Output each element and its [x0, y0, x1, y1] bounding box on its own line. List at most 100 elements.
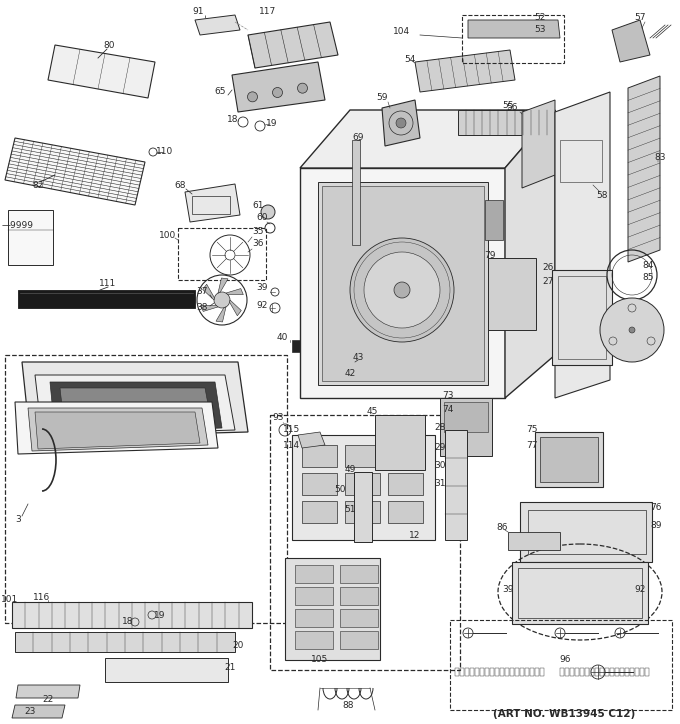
- Text: 91: 91: [192, 7, 204, 17]
- Bar: [307, 377, 382, 389]
- Text: 52: 52: [534, 14, 545, 22]
- Text: 115: 115: [284, 426, 301, 434]
- Bar: [470, 668, 474, 676]
- Polygon shape: [18, 290, 195, 308]
- Text: 56: 56: [506, 104, 517, 112]
- Text: 27: 27: [543, 277, 554, 287]
- Text: 19: 19: [267, 119, 277, 128]
- Polygon shape: [300, 110, 555, 168]
- Polygon shape: [201, 306, 218, 311]
- Text: 40: 40: [276, 334, 288, 342]
- Bar: [295, 631, 333, 649]
- Text: 86: 86: [496, 523, 508, 532]
- Text: 114: 114: [284, 442, 301, 450]
- Bar: [322, 186, 484, 381]
- Text: 89: 89: [650, 521, 662, 529]
- Bar: [340, 609, 378, 627]
- Text: 85: 85: [642, 274, 653, 282]
- Bar: [8, 210, 53, 265]
- Text: 54: 54: [405, 56, 415, 64]
- Bar: [444, 402, 488, 432]
- Polygon shape: [230, 300, 241, 316]
- Polygon shape: [520, 502, 652, 562]
- Text: 22: 22: [42, 696, 54, 704]
- Bar: [295, 565, 333, 583]
- Polygon shape: [612, 20, 650, 62]
- Circle shape: [600, 298, 664, 362]
- Text: 88: 88: [342, 702, 354, 710]
- Polygon shape: [522, 100, 555, 188]
- Text: 3: 3: [15, 515, 21, 524]
- Bar: [450, 620, 672, 710]
- Bar: [508, 532, 560, 550]
- Text: 93: 93: [272, 413, 284, 423]
- Text: 82: 82: [33, 180, 44, 190]
- Bar: [512, 562, 648, 624]
- Text: 53: 53: [534, 25, 546, 35]
- Text: 21: 21: [224, 663, 236, 673]
- Text: 57: 57: [634, 14, 646, 22]
- Bar: [445, 430, 467, 540]
- Bar: [302, 473, 337, 495]
- Text: 45: 45: [367, 408, 377, 416]
- Bar: [455, 668, 459, 676]
- Bar: [560, 668, 564, 676]
- Bar: [340, 631, 378, 649]
- Text: 39: 39: [256, 284, 268, 292]
- Bar: [375, 415, 425, 470]
- Text: 20: 20: [233, 641, 243, 650]
- Bar: [535, 668, 539, 676]
- Polygon shape: [22, 362, 248, 438]
- Bar: [585, 668, 589, 676]
- Bar: [345, 501, 380, 523]
- Bar: [525, 668, 529, 676]
- Text: 39: 39: [503, 586, 514, 594]
- Polygon shape: [458, 110, 555, 135]
- Text: 75: 75: [526, 426, 538, 434]
- Bar: [490, 668, 494, 676]
- Text: 116: 116: [33, 594, 50, 602]
- Text: 80: 80: [103, 41, 115, 51]
- Polygon shape: [298, 432, 325, 448]
- Bar: [440, 398, 492, 456]
- Bar: [480, 668, 484, 676]
- Text: 31: 31: [435, 479, 446, 487]
- Text: 105: 105: [311, 655, 328, 665]
- Text: 58: 58: [596, 190, 608, 200]
- Bar: [340, 587, 378, 605]
- Bar: [352, 140, 360, 245]
- Text: 104: 104: [394, 28, 411, 36]
- Text: 65: 65: [214, 88, 226, 96]
- Text: 49: 49: [344, 466, 356, 474]
- Bar: [630, 668, 634, 676]
- Bar: [5, 355, 287, 623]
- Bar: [495, 668, 499, 676]
- Polygon shape: [292, 435, 435, 540]
- Polygon shape: [5, 138, 145, 205]
- Text: 12: 12: [409, 531, 421, 539]
- Polygon shape: [105, 658, 228, 682]
- Bar: [635, 668, 639, 676]
- Bar: [615, 668, 619, 676]
- Bar: [302, 445, 337, 467]
- Text: 111: 111: [99, 279, 117, 288]
- Bar: [295, 609, 333, 627]
- Bar: [595, 668, 599, 676]
- Text: 83: 83: [654, 153, 666, 162]
- Circle shape: [248, 92, 258, 102]
- Text: 60: 60: [256, 214, 268, 222]
- Polygon shape: [48, 45, 155, 98]
- Bar: [565, 668, 569, 676]
- Text: 84: 84: [643, 261, 653, 269]
- Bar: [270, 415, 460, 670]
- Text: 43: 43: [352, 353, 364, 363]
- Polygon shape: [12, 705, 65, 718]
- Text: 117: 117: [259, 7, 277, 17]
- Text: 74: 74: [442, 405, 454, 415]
- Polygon shape: [28, 408, 208, 451]
- Text: 110: 110: [156, 148, 173, 156]
- Circle shape: [629, 327, 635, 333]
- Bar: [520, 668, 524, 676]
- Text: 69: 69: [352, 133, 364, 143]
- Bar: [535, 432, 603, 487]
